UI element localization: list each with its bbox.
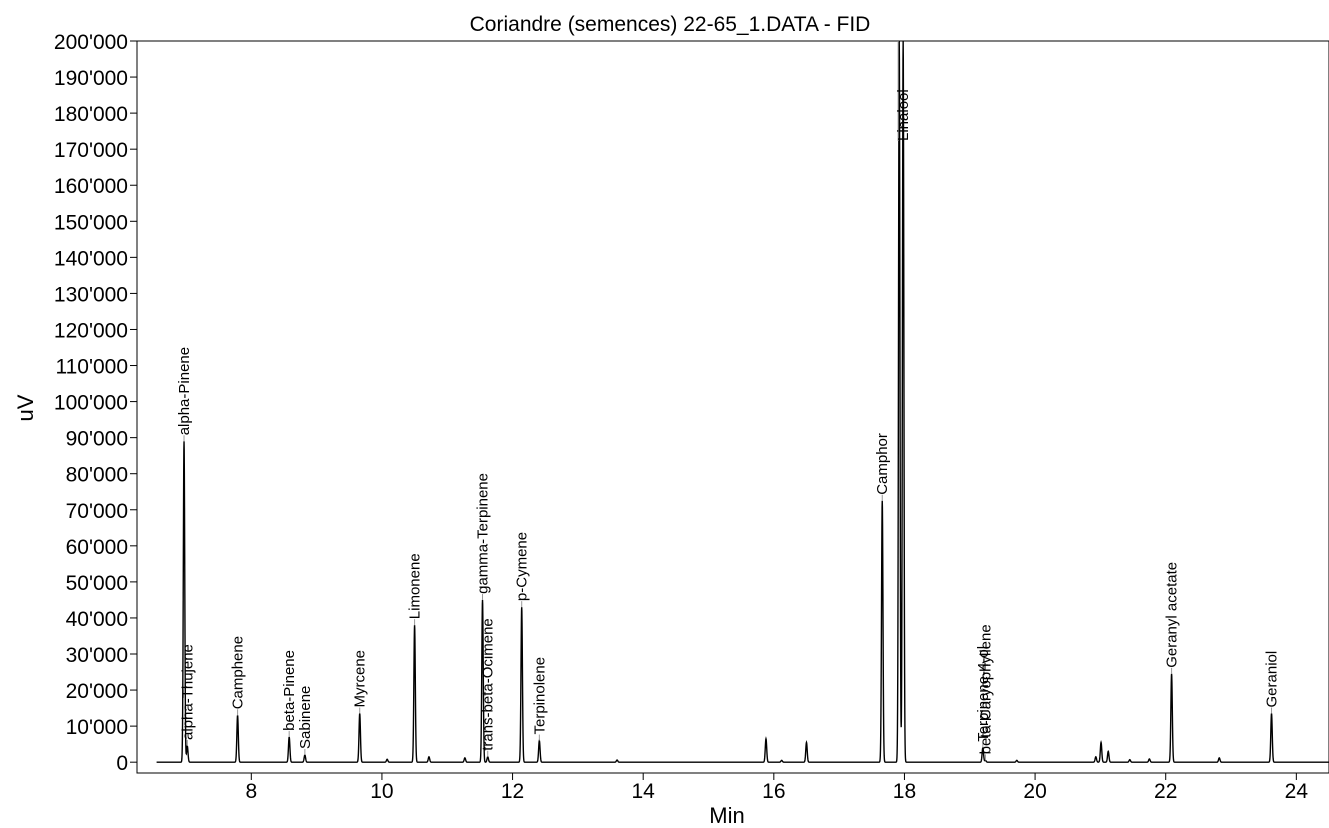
peak-label: Terpinolene xyxy=(531,657,548,735)
y-tick-label: 130'000 xyxy=(54,283,128,306)
peak-label: Linalool xyxy=(895,89,912,141)
peak-label: Camphor xyxy=(874,433,891,495)
y-tick-label: 0 xyxy=(116,752,128,775)
peak-labels: alpha-Pinene alpha-Thujene Camphene beta-Pi… xyxy=(176,41,1281,761)
y-axis-label: uV xyxy=(13,394,38,421)
x-tick-label: 16 xyxy=(762,780,785,803)
peak-label: alpha-Pinene xyxy=(176,347,193,435)
x-tick-label: 12 xyxy=(501,780,524,803)
chart-title: Coriandre (semences) 22-65_1.DATA - FID xyxy=(470,13,871,36)
peak-label: p-Cymene xyxy=(514,532,531,601)
x-tick-label: 18 xyxy=(893,780,916,803)
x-tick-label: 22 xyxy=(1154,780,1177,803)
x-tick-label: 14 xyxy=(632,780,656,803)
plot-frame xyxy=(136,40,1329,774)
y-tick-label: 120'000 xyxy=(54,319,128,342)
peak-label: Camphene xyxy=(230,636,247,709)
x-tick-label: 20 xyxy=(1023,780,1046,803)
y-tick-label: 80'000 xyxy=(66,464,128,487)
y-tick-label: 50'000 xyxy=(66,572,128,595)
x-tick-label: 10 xyxy=(370,780,393,803)
y-tick-label: 190'000 xyxy=(54,67,128,90)
y-tick-label: 170'000 xyxy=(54,139,128,162)
y-tick-label: 140'000 xyxy=(54,247,128,270)
y-tick-label: 20'000 xyxy=(66,680,128,703)
peak-label: Myrcene xyxy=(352,650,369,708)
peak-label: Limonene xyxy=(407,553,424,619)
x-tick-label: 8 xyxy=(245,780,257,803)
x-axis-label: Min xyxy=(709,803,744,828)
y-tick-label: 200'000 xyxy=(54,31,128,54)
y-tick-label: 10'000 xyxy=(66,716,128,739)
peak-label: trans-beta-Ocimene xyxy=(480,618,497,751)
y-tick-label: 150'000 xyxy=(54,211,128,234)
y-tick-label: 110'000 xyxy=(55,356,128,379)
y-axis: 0 10'000 20'000 30'000 40'000 50'000 60'000 70'… xyxy=(54,31,137,775)
y-tick-label: 70'000 xyxy=(66,500,128,523)
y-tick-label: 40'000 xyxy=(66,608,128,631)
y-tick-label: 90'000 xyxy=(66,428,128,451)
peak-label: gamma-Terpinene xyxy=(475,473,492,594)
peak-label: Geraniol xyxy=(1264,651,1281,708)
peak-label: beta-Caryophyllene xyxy=(977,624,994,754)
y-tick-label: 180'000 xyxy=(54,103,128,126)
x-tick-label: 24 xyxy=(1285,780,1309,803)
y-tick-label: 100'000 xyxy=(54,392,128,415)
y-tick-label: 160'000 xyxy=(54,175,128,198)
peak-label: alpha-Thujene xyxy=(179,644,196,740)
y-tick-label: 60'000 xyxy=(66,536,128,559)
peak-label: Geranyl acetate xyxy=(1164,562,1181,668)
peak-label: Sabinene xyxy=(297,686,314,749)
x-axis: 8 10 12 14 16 18 20 22 24 xyxy=(245,773,1308,803)
peak-label: Terpinene-4-ol xyxy=(975,646,992,742)
peak-label: beta-Pinene xyxy=(281,650,298,731)
y-tick-label: 30'000 xyxy=(66,644,128,667)
chromatogram-trace xyxy=(156,40,1329,763)
